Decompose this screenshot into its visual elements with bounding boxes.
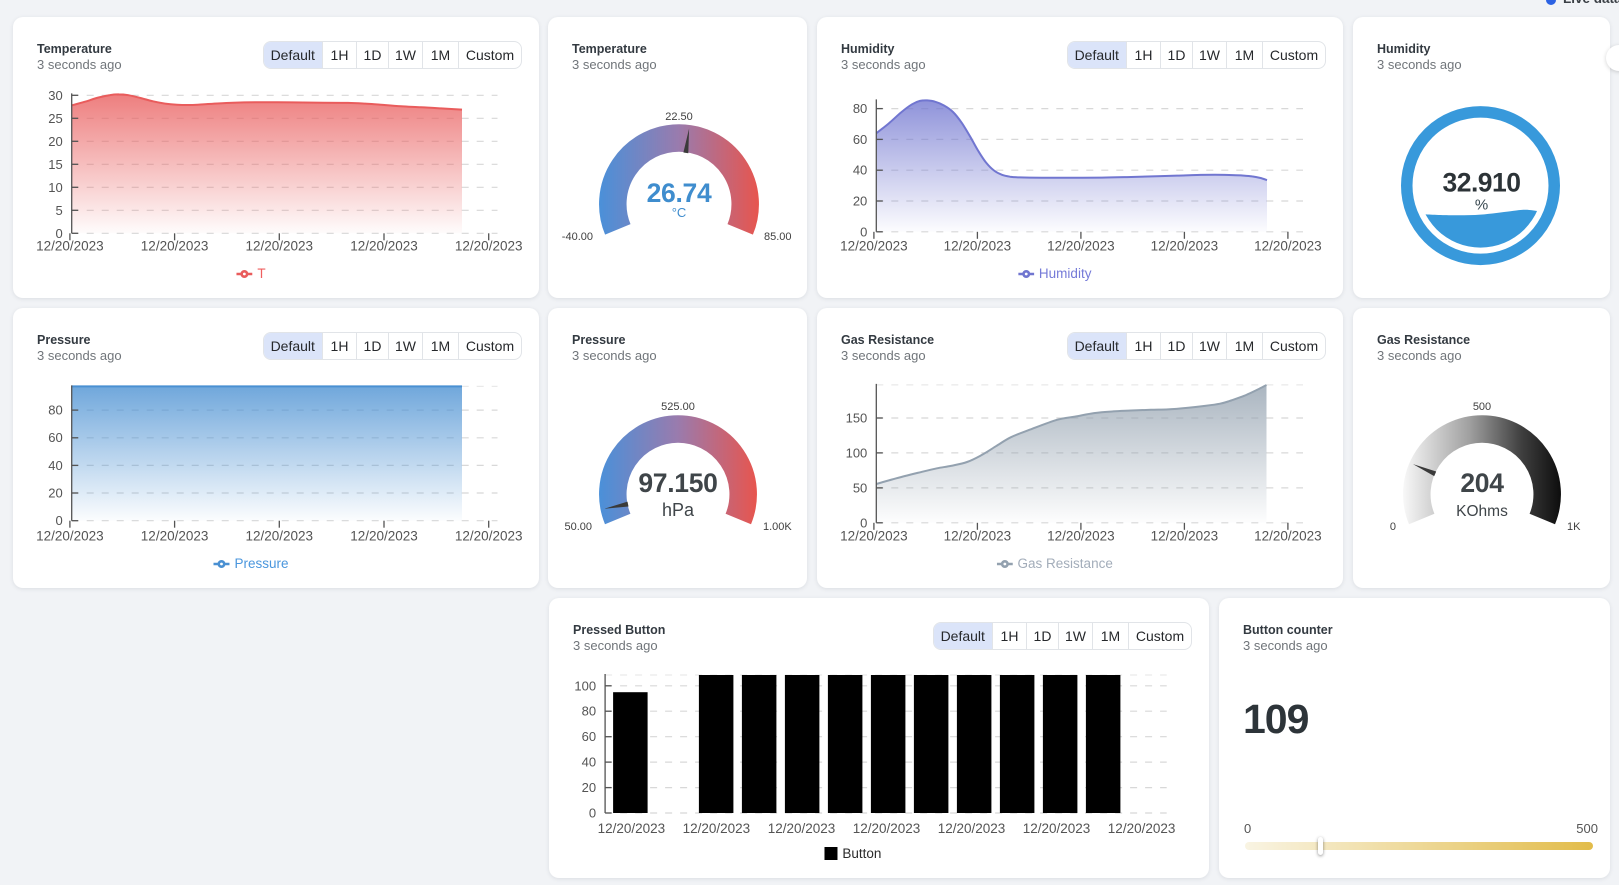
svg-text:20: 20 bbox=[48, 486, 62, 501]
svg-text:97.150: 97.150 bbox=[638, 468, 717, 498]
svg-text:KOhms: KOhms bbox=[1456, 503, 1508, 520]
svg-text:0: 0 bbox=[860, 224, 867, 239]
svg-text:12/20/2023: 12/20/2023 bbox=[1151, 239, 1219, 254]
svg-text:26.74: 26.74 bbox=[647, 178, 712, 208]
svg-text:12/20/2023: 12/20/2023 bbox=[598, 821, 666, 836]
svg-text:40: 40 bbox=[48, 458, 62, 473]
svg-text:12/20/2023: 12/20/2023 bbox=[1254, 239, 1322, 254]
svg-text:100: 100 bbox=[574, 678, 596, 693]
svg-text:12/20/2023: 12/20/2023 bbox=[938, 821, 1006, 836]
svg-text:32.910: 32.910 bbox=[1442, 168, 1520, 198]
svg-text:12/20/2023: 12/20/2023 bbox=[840, 529, 908, 544]
svg-text:25: 25 bbox=[48, 111, 62, 126]
svg-text:10: 10 bbox=[48, 180, 62, 195]
svg-text:50.00: 50.00 bbox=[564, 521, 592, 533]
svg-text:12/20/2023: 12/20/2023 bbox=[1108, 821, 1176, 836]
svg-text:12/20/2023: 12/20/2023 bbox=[1023, 821, 1091, 836]
svg-text:80: 80 bbox=[582, 704, 596, 719]
svg-text:12/20/2023: 12/20/2023 bbox=[36, 239, 104, 254]
svg-text:60: 60 bbox=[48, 430, 62, 445]
svg-text:12/20/2023: 12/20/2023 bbox=[246, 239, 314, 254]
svg-text:5: 5 bbox=[55, 203, 62, 218]
svg-text:60: 60 bbox=[853, 132, 867, 147]
svg-text:20: 20 bbox=[582, 780, 596, 795]
svg-text:100: 100 bbox=[846, 445, 868, 460]
svg-text:12/20/2023: 12/20/2023 bbox=[1047, 239, 1115, 254]
svg-text:15: 15 bbox=[48, 157, 62, 172]
svg-text:12/20/2023: 12/20/2023 bbox=[683, 821, 751, 836]
svg-text:50: 50 bbox=[853, 480, 867, 495]
svg-text:60: 60 bbox=[582, 729, 596, 744]
svg-text:12/20/2023: 12/20/2023 bbox=[853, 821, 921, 836]
svg-text:500: 500 bbox=[1473, 401, 1491, 413]
svg-text:12/20/2023: 12/20/2023 bbox=[455, 529, 523, 544]
svg-text:°C: °C bbox=[672, 205, 687, 220]
svg-text:12/20/2023: 12/20/2023 bbox=[36, 529, 104, 544]
svg-text:204: 204 bbox=[1460, 468, 1504, 498]
svg-text:0: 0 bbox=[860, 515, 867, 530]
svg-text:12/20/2023: 12/20/2023 bbox=[141, 529, 209, 544]
svg-text:-40.00: -40.00 bbox=[562, 231, 593, 243]
svg-text:12/20/2023: 12/20/2023 bbox=[944, 239, 1012, 254]
svg-text:40: 40 bbox=[853, 163, 867, 178]
svg-text:12/20/2023: 12/20/2023 bbox=[840, 239, 908, 254]
svg-text:20: 20 bbox=[853, 194, 867, 209]
svg-text:12/20/2023: 12/20/2023 bbox=[350, 529, 418, 544]
svg-text:0: 0 bbox=[55, 513, 62, 528]
svg-text:85.00: 85.00 bbox=[764, 231, 792, 243]
svg-text:1K: 1K bbox=[1567, 521, 1581, 533]
svg-text:20: 20 bbox=[48, 134, 62, 149]
svg-text:40: 40 bbox=[582, 755, 596, 770]
svg-text:12/20/2023: 12/20/2023 bbox=[1047, 529, 1115, 544]
svg-text:80: 80 bbox=[48, 403, 62, 418]
svg-text:12/20/2023: 12/20/2023 bbox=[1151, 529, 1219, 544]
svg-text:12/20/2023: 12/20/2023 bbox=[455, 239, 523, 254]
svg-text:12/20/2023: 12/20/2023 bbox=[246, 529, 314, 544]
svg-text:%: % bbox=[1475, 197, 1488, 214]
svg-text:12/20/2023: 12/20/2023 bbox=[768, 821, 836, 836]
svg-text:80: 80 bbox=[853, 101, 867, 116]
svg-text:12/20/2023: 12/20/2023 bbox=[944, 529, 1012, 544]
svg-text:12/20/2023: 12/20/2023 bbox=[350, 239, 418, 254]
svg-text:150: 150 bbox=[846, 411, 868, 426]
svg-text:30: 30 bbox=[48, 88, 62, 103]
svg-text:12/20/2023: 12/20/2023 bbox=[141, 239, 209, 254]
svg-text:hPa: hPa bbox=[662, 500, 695, 520]
svg-text:0: 0 bbox=[589, 806, 596, 821]
svg-text:525.00: 525.00 bbox=[661, 401, 695, 413]
svg-text:1.00K: 1.00K bbox=[763, 521, 792, 533]
svg-text:0: 0 bbox=[55, 226, 62, 241]
svg-text:12/20/2023: 12/20/2023 bbox=[1254, 529, 1322, 544]
svg-text:22.50: 22.50 bbox=[665, 111, 693, 123]
svg-text:0: 0 bbox=[1390, 521, 1396, 533]
